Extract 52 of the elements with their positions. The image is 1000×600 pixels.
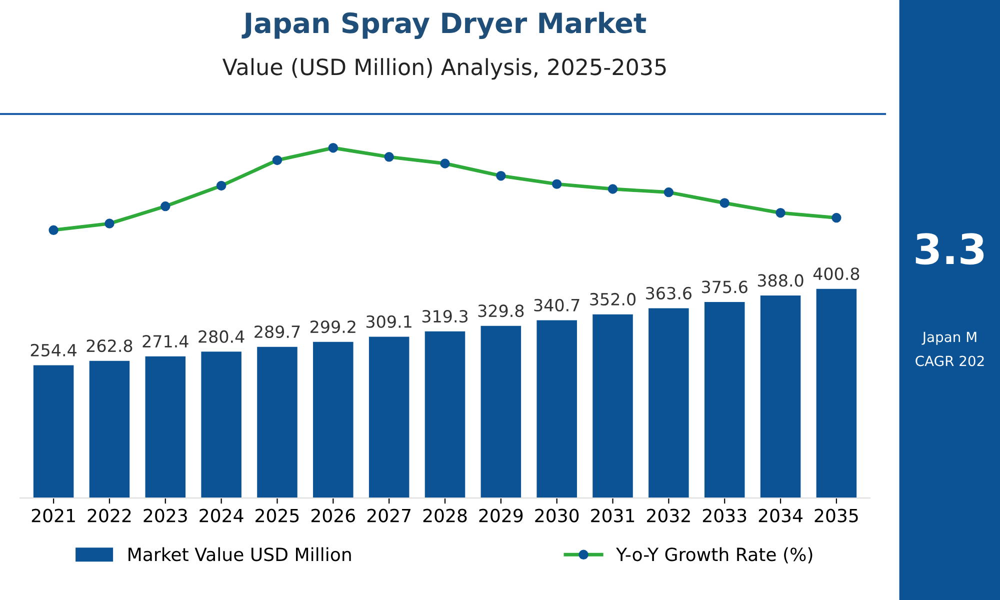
x-tick-label: 2028 (423, 508, 467, 522)
data-label: 254.4 (30, 344, 76, 356)
bar (704, 302, 745, 498)
bar (89, 360, 130, 498)
x-tick-label: 2033 (702, 508, 746, 522)
text: CAGR 202 (916, 356, 984, 366)
x-tick-label: 2026 (312, 508, 355, 522)
data-label: 388.0 (758, 274, 804, 287)
legend-label: Y-o-Y Growth Rate (%) (616, 547, 812, 564)
x-tick-label: 2023 (144, 508, 187, 522)
x-tick-label: 2025 (256, 508, 299, 522)
data-label: 400.8 (813, 267, 860, 280)
data-label: 262.8 (86, 339, 132, 352)
data-label: 375.6 (702, 280, 748, 294)
chart-subtitle: Value (USD Million) Analysis, 2025-2035 (222, 58, 666, 80)
data-label: 329.8 (478, 304, 524, 318)
x-tick-label: 2022 (88, 508, 131, 522)
bar (313, 342, 354, 498)
data-label: 289.7 (254, 325, 300, 338)
x-tick-label: 2029 (479, 508, 523, 522)
bar (257, 346, 298, 498)
data-label: 340.7 (534, 298, 580, 312)
bar (145, 356, 186, 498)
text: Japan M (922, 332, 976, 345)
bar (424, 331, 466, 498)
bar (33, 365, 74, 498)
bar (816, 288, 857, 498)
data-label: 299.2 (310, 320, 356, 334)
bar (760, 296, 801, 498)
bar (480, 326, 522, 498)
bar (536, 320, 577, 498)
data-label: 271.4 (142, 334, 188, 348)
data-label: 280.4 (198, 330, 244, 343)
x-tick-label: 2032 (647, 508, 690, 522)
data-label: 363.6 (646, 286, 692, 300)
x-tick-label: 2034 (758, 508, 802, 522)
text: 3.3 (916, 233, 984, 265)
x-tick-label: 2027 (367, 508, 411, 522)
x-tick-label: 2035 (814, 508, 858, 522)
bar (648, 308, 689, 498)
bar (592, 314, 633, 498)
data-label: 309.1 (366, 315, 412, 328)
bar (368, 336, 410, 498)
x-tick-label: 2021 (32, 508, 75, 522)
x-tick-label: 2030 (535, 508, 579, 522)
x-tick-label: 2024 (200, 508, 244, 522)
chart-title: Japan Spray Dryer Market (242, 12, 646, 39)
bar (201, 352, 242, 498)
data-label: 352.0 (590, 292, 636, 306)
x-tick-label: 2031 (591, 508, 634, 522)
legend-label: Market Value USD Million (128, 547, 351, 562)
data-label: 319.3 (422, 310, 468, 323)
